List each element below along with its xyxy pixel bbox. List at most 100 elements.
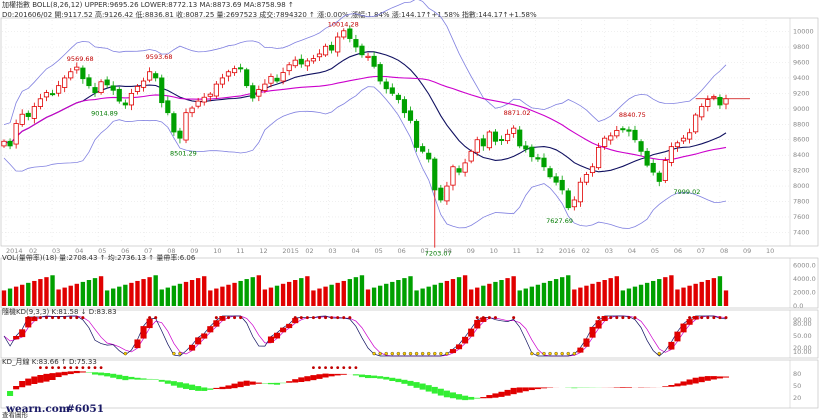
price-label: 9569.68: [67, 55, 94, 63]
vol-tick-label: 4000.0: [793, 275, 816, 283]
candle-body: [413, 120, 420, 148]
volume-bar: [153, 275, 158, 306]
candle-body: [687, 132, 693, 140]
candle-body: [62, 77, 68, 88]
x-tick-label: 04: [75, 247, 83, 255]
candle-body: [589, 166, 596, 174]
volume-bar: [20, 284, 25, 306]
x-tick-label: 2015: [282, 247, 299, 255]
volume-bar: [86, 280, 92, 306]
kd-dot-low: [536, 351, 540, 356]
kd-dot: [148, 316, 152, 320]
panel-frames: [0, 17, 819, 409]
kd-dot: [75, 316, 79, 320]
volume-bar: [402, 278, 407, 306]
y-tick-label: 8200: [793, 167, 810, 175]
kd-dot: [299, 316, 303, 320]
volume-bar: [632, 286, 638, 306]
candle-body: [104, 79, 110, 86]
candle-body: [250, 85, 256, 99]
volume-bar: [323, 286, 328, 306]
kd-dot-low: [554, 351, 558, 356]
candle-body: [262, 83, 268, 91]
x-tick-label: 02: [582, 247, 590, 255]
kd-dot-low: [378, 351, 382, 356]
candlestick-series: [1, 25, 729, 248]
kd-dot-low: [445, 351, 449, 356]
kd-dot: [615, 316, 619, 320]
volume-bar: [626, 288, 632, 306]
x-tick-label: 2016: [559, 247, 576, 255]
volume-bar: [699, 281, 704, 306]
volume-bar: [68, 285, 73, 306]
candle-body: [432, 158, 438, 191]
kd-dot-low: [433, 351, 437, 356]
vol-tick-label: 6000.0: [793, 261, 816, 269]
kd2-dot: [318, 366, 321, 369]
candle-body: [365, 55, 371, 58]
watermark: wearn.com: [5, 403, 70, 415]
candle-body: [614, 130, 620, 137]
candle-body: [577, 181, 583, 203]
candle-body: [56, 85, 62, 94]
volume-bar: [62, 287, 67, 306]
x-tick-label: 04: [628, 247, 636, 255]
kd-dot: [305, 316, 309, 320]
volume-bar: [26, 282, 31, 306]
candle-body: [183, 112, 189, 141]
volume-bar: [517, 290, 522, 306]
panel-frame-0: [0, 17, 819, 247]
kd-dot: [44, 316, 48, 320]
volume-bar: [693, 283, 698, 306]
kd-dot-low: [178, 351, 182, 356]
price-label: 9014.89: [91, 110, 118, 118]
kd-dot: [226, 316, 230, 320]
kd-dot: [233, 316, 237, 320]
x-tick-label: 03: [52, 247, 60, 255]
kd-tick-label: 10.00: [793, 348, 812, 356]
volume-bar: [523, 288, 528, 306]
volume-bar: [529, 286, 535, 306]
kd-dot: [311, 316, 315, 320]
y-tick-label: 7800: [793, 198, 810, 206]
kd-dot: [154, 316, 158, 320]
volume-bar: [493, 281, 498, 306]
y-tick-label: 7600: [793, 213, 810, 221]
candle-body: [426, 152, 432, 160]
candle-body: [219, 77, 226, 85]
candle-body: [298, 58, 304, 65]
candle-body: [177, 130, 183, 139]
volume-bar: [32, 280, 37, 306]
x-tick-label: 2014: [6, 247, 23, 255]
candle-body: [693, 114, 699, 133]
price-grid: [2, 20, 790, 244]
price-label: 10014.28: [328, 20, 359, 28]
volume-bar: [396, 280, 401, 306]
volume-bar: [572, 289, 577, 306]
candle-body: [438, 187, 444, 201]
boll-lower-line: [3, 86, 727, 229]
candle-body: [504, 133, 511, 142]
candle-body: [523, 145, 529, 150]
candle-body: [462, 162, 468, 173]
volume-bar: [608, 278, 613, 306]
volume-bar: [644, 282, 650, 306]
x-tick-label: 06: [398, 247, 406, 255]
kd-dot: [26, 316, 30, 320]
kd-dot: [487, 316, 491, 320]
volume-bar: [117, 286, 122, 306]
candle-body: [201, 96, 207, 103]
volume-bars: [1, 275, 729, 306]
candle-body: [565, 190, 571, 209]
price-label: 7627.69: [546, 217, 573, 225]
volume-bar: [444, 280, 450, 306]
candle-body: [711, 96, 717, 99]
price-label: 8501.29: [170, 149, 197, 157]
kd-dot: [69, 316, 73, 320]
candle-body: [650, 162, 656, 173]
volume-bar: [293, 280, 298, 306]
candle-body: [341, 30, 347, 38]
candle-body: [456, 168, 462, 173]
